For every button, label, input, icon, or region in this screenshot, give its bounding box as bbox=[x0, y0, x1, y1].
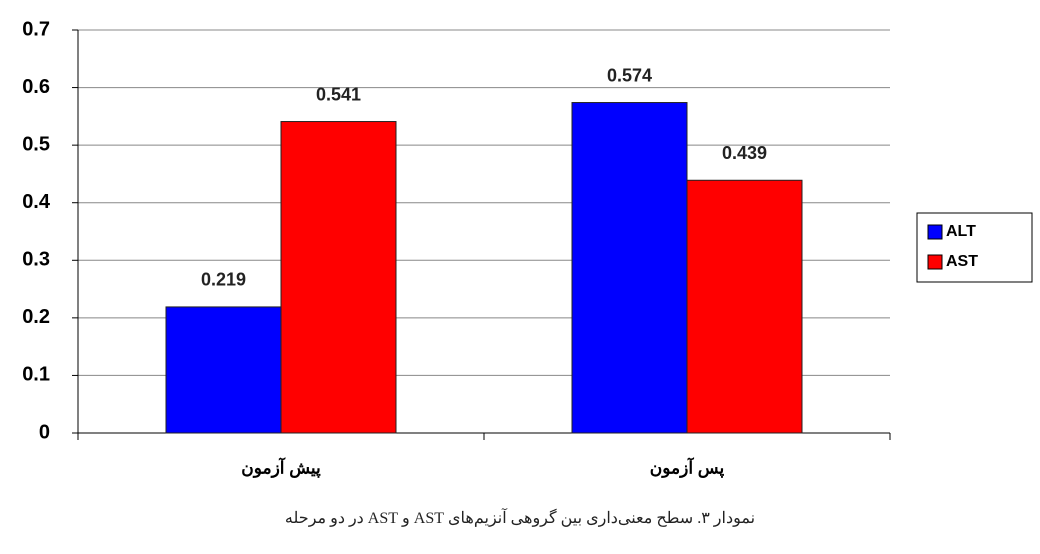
y-tick-label: 0.5 bbox=[22, 133, 50, 155]
chart-caption: نمودار ۳. سطح معنی‌داری بین گروهی آنزیم‌… bbox=[284, 510, 756, 527]
value-label: 0.219 bbox=[201, 270, 246, 290]
bar bbox=[280, 121, 397, 434]
legend-swatch bbox=[927, 224, 943, 240]
x-tick-label: پیش آزمون bbox=[241, 456, 321, 478]
bar bbox=[686, 179, 803, 434]
chart: 0 0.1 0.2 0.3 0.4 0.5 0.6 0.7 پیش آزمون 0.219 0.54… bbox=[22, 18, 1033, 478]
y-tick-label: 0 bbox=[39, 421, 50, 443]
y-tick-label: 0.4 bbox=[22, 191, 51, 213]
y-tick-label: 0.1 bbox=[22, 364, 50, 386]
value-label: 0.541 bbox=[316, 84, 361, 104]
y-tick-label: 0.3 bbox=[22, 249, 50, 271]
legend-label: AST bbox=[946, 253, 978, 270]
x-tick-label: پس آزمون bbox=[650, 456, 725, 478]
legend-swatch bbox=[927, 254, 943, 270]
legend-label: ALT bbox=[946, 223, 976, 240]
y-tick-label: 0.2 bbox=[22, 306, 50, 328]
y-tick-label: 0.7 bbox=[22, 18, 50, 40]
bar bbox=[571, 102, 688, 434]
value-label: 0.439 bbox=[722, 143, 767, 163]
value-label: 0.574 bbox=[607, 65, 652, 85]
bar bbox=[165, 306, 282, 434]
y-tick-label: 0.6 bbox=[22, 76, 50, 98]
